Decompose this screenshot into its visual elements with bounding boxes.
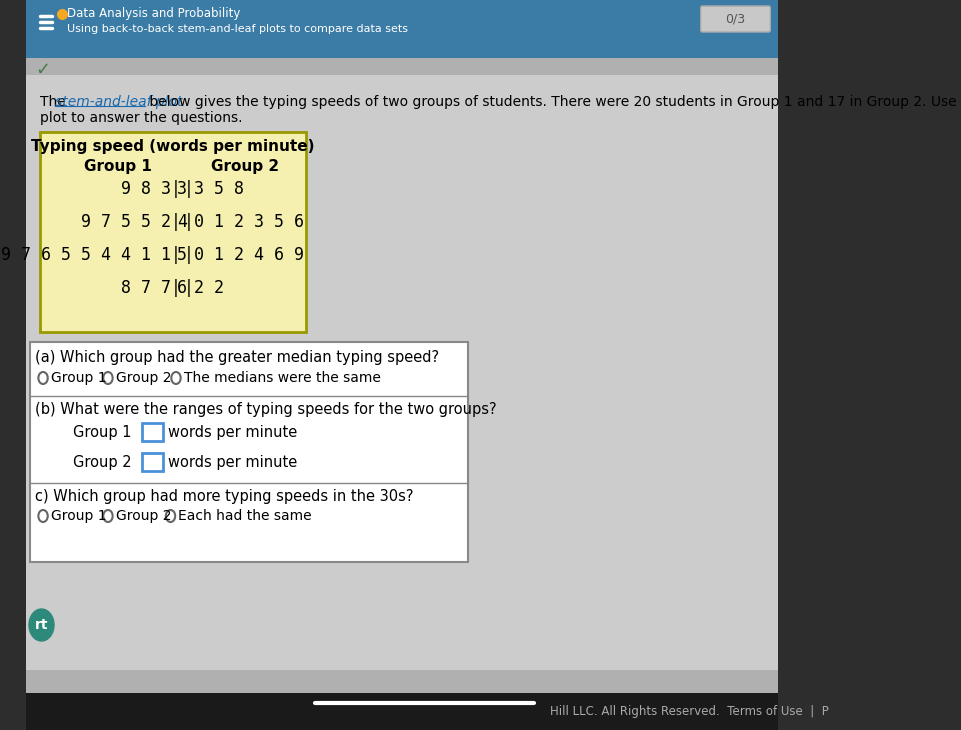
FancyBboxPatch shape bbox=[141, 423, 163, 441]
Text: |: | bbox=[184, 279, 193, 297]
Circle shape bbox=[29, 609, 54, 641]
FancyBboxPatch shape bbox=[26, 0, 777, 58]
Text: 8 7 7: 8 7 7 bbox=[121, 279, 171, 297]
Text: 3: 3 bbox=[177, 180, 187, 198]
Text: Group 2: Group 2 bbox=[115, 371, 171, 385]
Text: Group 2: Group 2 bbox=[210, 158, 279, 174]
Text: Group 1: Group 1 bbox=[51, 509, 107, 523]
Text: |: | bbox=[184, 246, 193, 264]
Text: |: | bbox=[171, 213, 181, 231]
Text: 0 1 2 3 5 6: 0 1 2 3 5 6 bbox=[194, 213, 304, 231]
Text: 9 7 6 5 5 4 4 1 1: 9 7 6 5 5 4 4 1 1 bbox=[1, 246, 171, 264]
Text: 2 2: 2 2 bbox=[194, 279, 224, 297]
FancyBboxPatch shape bbox=[700, 6, 770, 32]
Text: c) Which group had more typing speeds in the 30s?: c) Which group had more typing speeds in… bbox=[36, 489, 413, 504]
Text: Using back-to-back stem-and-leaf plots to compare data sets: Using back-to-back stem-and-leaf plots t… bbox=[66, 24, 407, 34]
Text: |: | bbox=[184, 213, 193, 231]
Text: words per minute: words per minute bbox=[168, 425, 297, 439]
Text: 6: 6 bbox=[177, 279, 187, 297]
FancyBboxPatch shape bbox=[26, 693, 777, 730]
FancyBboxPatch shape bbox=[26, 58, 777, 730]
FancyBboxPatch shape bbox=[26, 75, 777, 670]
Text: Group 2: Group 2 bbox=[73, 455, 132, 469]
Text: Hill LLC. All Rights Reserved.  Terms of Use  |  P: Hill LLC. All Rights Reserved. Terms of … bbox=[550, 705, 827, 718]
Text: Data Analysis and Probability: Data Analysis and Probability bbox=[66, 7, 239, 20]
Text: Group 1: Group 1 bbox=[73, 425, 131, 439]
Text: |: | bbox=[171, 246, 181, 264]
Text: 9 7 5 5 2: 9 7 5 5 2 bbox=[82, 213, 171, 231]
Text: rt: rt bbox=[35, 618, 48, 632]
Text: (b) What were the ranges of typing speeds for the two groups?: (b) What were the ranges of typing speed… bbox=[36, 402, 496, 417]
Text: Group 1: Group 1 bbox=[85, 158, 152, 174]
Text: (a) Which group had the greater median typing speed?: (a) Which group had the greater median t… bbox=[36, 350, 439, 365]
Text: |: | bbox=[171, 180, 181, 198]
Text: Group 2: Group 2 bbox=[115, 509, 171, 523]
Text: 0/3: 0/3 bbox=[725, 12, 745, 26]
Text: 3 5 8: 3 5 8 bbox=[194, 180, 244, 198]
Text: Each had the same: Each had the same bbox=[178, 509, 311, 523]
Text: words per minute: words per minute bbox=[168, 455, 297, 469]
Text: |: | bbox=[184, 180, 193, 198]
Text: 4: 4 bbox=[177, 213, 187, 231]
Text: The: The bbox=[40, 95, 70, 109]
Text: |: | bbox=[171, 279, 181, 297]
FancyBboxPatch shape bbox=[141, 453, 163, 471]
Text: 9 8 3: 9 8 3 bbox=[121, 180, 171, 198]
Text: 0 1 2 4 6 9: 0 1 2 4 6 9 bbox=[194, 246, 304, 264]
FancyBboxPatch shape bbox=[30, 342, 467, 562]
Text: plot to answer the questions.: plot to answer the questions. bbox=[40, 111, 242, 125]
Text: The medians were the same: The medians were the same bbox=[184, 371, 381, 385]
Text: stem-and-leaf plot: stem-and-leaf plot bbox=[55, 95, 182, 109]
FancyBboxPatch shape bbox=[40, 132, 306, 332]
Text: Group 1: Group 1 bbox=[51, 371, 107, 385]
Text: ✓: ✓ bbox=[36, 61, 50, 79]
Text: 5: 5 bbox=[177, 246, 187, 264]
Text: below gives the typing speeds of two groups of students. There were 20 students : below gives the typing speeds of two gro… bbox=[144, 95, 955, 109]
Text: Typing speed (words per minute): Typing speed (words per minute) bbox=[31, 139, 314, 153]
